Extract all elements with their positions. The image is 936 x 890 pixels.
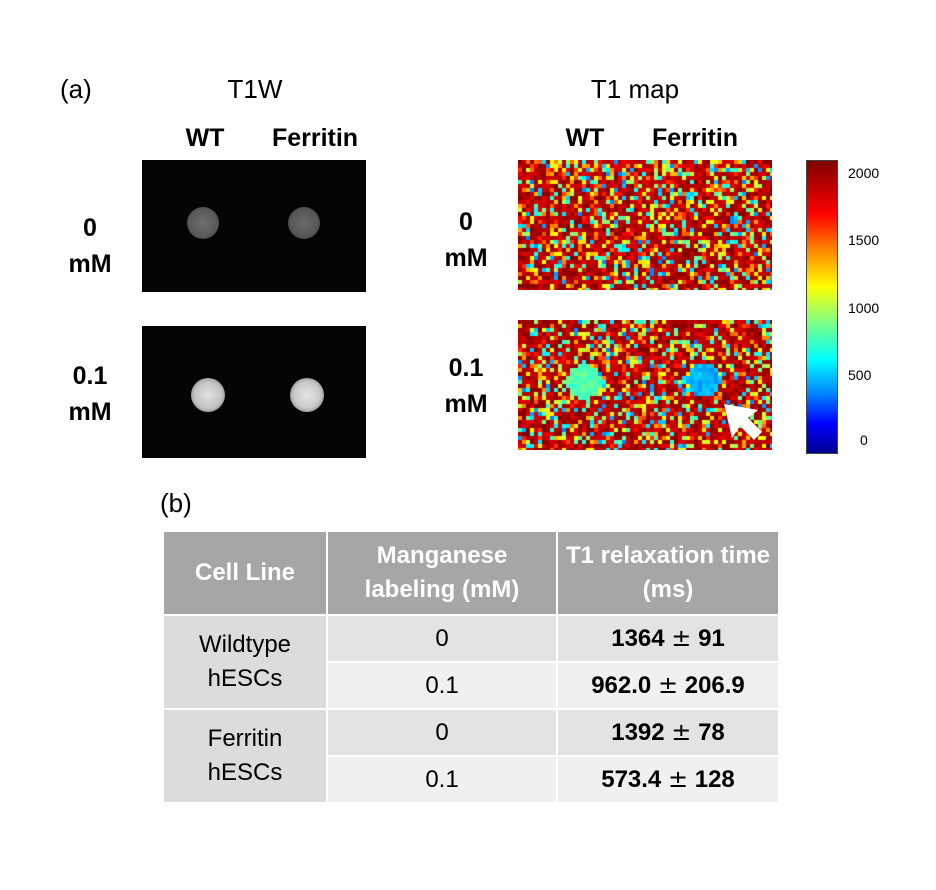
t1map-image-01mm	[518, 320, 772, 450]
t1w-row-01mm-unit: mM	[68, 398, 112, 426]
colorbar-tick-2000: 2000	[848, 165, 880, 181]
cell-line-wildtype: Wildtype hESCs	[162, 614, 328, 710]
arrow-pointer-icon	[724, 404, 762, 440]
t1-value-cell: 573.4 ± 128	[556, 755, 780, 804]
t1map-row-01mm-unit: mM	[444, 390, 488, 418]
t1w-spot-ferritin-0mm	[288, 207, 320, 239]
colorbar-tick-1000: 1000	[848, 300, 880, 316]
t1w-col-ferritin: Ferritin	[271, 124, 359, 152]
t1w-title: T1W	[227, 74, 283, 104]
t1map-image-0mm	[518, 160, 772, 290]
t1map-row-01mm-value: 0.1	[448, 354, 484, 382]
t1map-col-ferritin: Ferritin	[651, 124, 739, 152]
t1w-image-0mm	[142, 160, 366, 292]
header-cell-line: Cell Line	[162, 530, 328, 616]
table-row: Wildtype hESCs 0 1364 ± 91	[162, 614, 780, 710]
t1w-spot-wt-01mm	[191, 378, 225, 412]
t1w-row-01mm-value: 0.1	[72, 362, 108, 390]
t1-results-table: Cell Line Manganese labeling (mM) T1 rel…	[162, 530, 780, 804]
colorbar-tick-1500: 1500	[848, 232, 880, 248]
t1-value-cell: 1364 ± 91	[556, 614, 780, 663]
t1map-title: T1 map	[590, 74, 680, 104]
t1w-spot-wt-0mm	[187, 207, 219, 239]
t1-value-cell: 1392 ± 78	[556, 708, 780, 757]
t1map-row-0mm: 0 mM	[428, 204, 504, 276]
t1map-row-01mm: 0.1 mM	[428, 350, 504, 422]
header-t1-relaxation: T1 relaxation time (ms)	[556, 530, 780, 616]
colorbar-tick-0: 0	[860, 432, 868, 448]
t1map-row-0mm-value: 0	[459, 208, 473, 236]
t1map-col-wt: WT	[565, 124, 605, 152]
labeling-cell: 0	[326, 708, 558, 757]
header-manganese-labeling: Manganese labeling (mM)	[326, 530, 558, 616]
t1w-row-0mm: 0 mM	[52, 210, 128, 282]
table-row: 0.1 962.0 ± 206.9	[163, 661, 780, 710]
t1w-row-0mm-value: 0	[83, 214, 97, 242]
t1w-col-wt: WT	[185, 124, 225, 152]
colorbar-tick-500: 500	[848, 367, 872, 383]
panel-a-label: (a)	[60, 74, 92, 104]
t1w-row-0mm-unit: mM	[68, 250, 112, 278]
t1map-row-0mm-unit: mM	[444, 244, 488, 272]
labeling-cell: 0.1	[326, 755, 558, 804]
colorbar	[806, 160, 838, 454]
table-row: 0.1 573.4 ± 128	[163, 755, 780, 804]
t1w-row-01mm: 0.1 mM	[52, 358, 128, 430]
t1w-spot-ferritin-01mm	[290, 378, 324, 412]
t1w-image-01mm	[142, 326, 366, 458]
table-header-row: Cell Line Manganese labeling (mM) T1 rel…	[162, 530, 780, 616]
t1-value-cell: 962.0 ± 206.9	[556, 661, 780, 710]
table-row: Ferritin hESCs 0 1392 ± 78	[162, 708, 780, 804]
labeling-cell: 0	[326, 614, 558, 663]
labeling-cell: 0.1	[326, 661, 558, 710]
panel-b-label: (b)	[160, 488, 192, 518]
cell-line-ferritin: Ferritin hESCs	[162, 708, 328, 804]
